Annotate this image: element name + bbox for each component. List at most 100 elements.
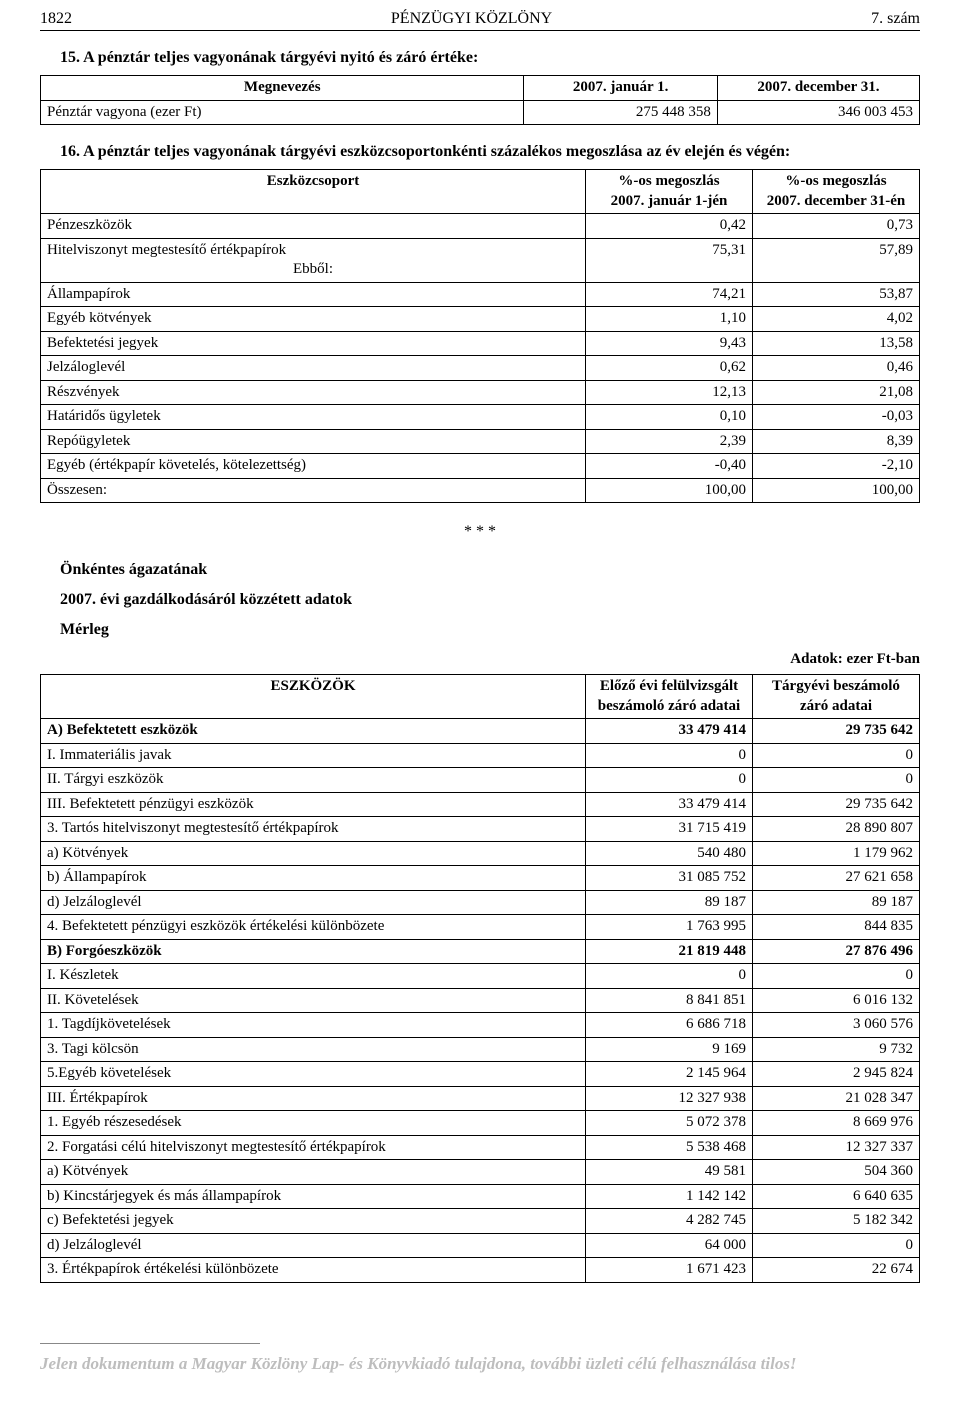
cell-value: 5 538 468 xyxy=(585,1135,752,1160)
table-row: Határidős ügyletek0,10-0,03 xyxy=(41,405,920,430)
footnote-separator xyxy=(40,1343,260,1344)
page-header: 1822 PÉNZÜGYI KÖZLÖNY 7. szám xyxy=(40,0,920,31)
cell-value: 504 360 xyxy=(752,1160,919,1185)
table-row: I. Készletek00 xyxy=(41,964,920,989)
cell-value: 844 835 xyxy=(752,915,919,940)
cell-value: 64 000 xyxy=(585,1233,752,1258)
section-16-title: 16. A pénztár teljes vagyonának tárgyévi… xyxy=(60,143,920,161)
table-row: 4. Befektetett pénzügyi eszközök értékel… xyxy=(41,915,920,940)
table-row: I. Immateriális javak00 xyxy=(41,743,920,768)
cell-label: 3. Értékpapírok értékelési különbözete xyxy=(41,1258,586,1283)
table-row: Pénzeszközök0,420,73 xyxy=(41,214,920,239)
cell-value: 0,46 xyxy=(752,356,919,381)
table-row: d) Jelzáloglevél89 18789 187 xyxy=(41,890,920,915)
cell-value: 12 327 938 xyxy=(585,1086,752,1111)
cell-value: 89 187 xyxy=(752,890,919,915)
table-merleg: ESZKÖZÖK Előző évi felülvizsgált beszámo… xyxy=(40,674,920,1283)
cell-value: 0,42 xyxy=(585,214,752,239)
cell-value: 0,62 xyxy=(585,356,752,381)
watermark-text: Jelen dokumentum a Magyar Közlöny Lap- é… xyxy=(40,1354,920,1374)
subhead-2007: 2007. évi gazdálkodásáról közzétett adat… xyxy=(60,591,920,609)
cell-value: 1,10 xyxy=(585,307,752,332)
cell-label: I. Készletek xyxy=(41,964,586,989)
cell-value: 1 763 995 xyxy=(585,915,752,940)
cell-value: 0 xyxy=(585,768,752,793)
cell-value: 9,43 xyxy=(585,331,752,356)
table-header-row: ESZKÖZÖK Előző évi felülvizsgált beszámo… xyxy=(41,675,920,719)
cell-label: Hitelviszonyt megtestesítő értékpapírokE… xyxy=(41,238,586,282)
cell-value: 0,10 xyxy=(585,405,752,430)
section-separator: * * * xyxy=(40,523,920,541)
cell-value: 9 732 xyxy=(752,1037,919,1062)
table-row: A) Befektetett eszközök33 479 41429 735 … xyxy=(41,719,920,744)
cell-value: 100,00 xyxy=(585,478,752,503)
cell-label: Állampapírok xyxy=(41,282,586,307)
table-row: a) Kötvények540 4801 179 962 xyxy=(41,841,920,866)
table-row: d) Jelzáloglevél64 0000 xyxy=(41,1233,920,1258)
cell-label: II. Tárgyi eszközök xyxy=(41,768,586,793)
table-row: 3. Tagi kölcsön9 1699 732 xyxy=(41,1037,920,1062)
table-row: Részvények12,1321,08 xyxy=(41,380,920,405)
col-jan1: 2007. január 1. xyxy=(524,76,717,101)
col-pct-jan: %-os megoszlás 2007. január 1-jén xyxy=(585,170,752,214)
cell-value: 0 xyxy=(585,964,752,989)
cell-value: 29 735 642 xyxy=(752,792,919,817)
cell-value: 1 179 962 xyxy=(752,841,919,866)
table-row: b) Állampapírok31 085 75227 621 658 xyxy=(41,866,920,891)
cell-label: I. Immateriális javak xyxy=(41,743,586,768)
cell-value: 74,21 xyxy=(585,282,752,307)
cell-label: Pénztár vagyona (ezer Ft) xyxy=(41,100,524,125)
cell-value: 0 xyxy=(585,743,752,768)
table-row: Jelzáloglevél0,620,46 xyxy=(41,356,920,381)
cell-value: 0 xyxy=(752,1233,919,1258)
cell-value: 0 xyxy=(752,743,919,768)
cell-value: -0,03 xyxy=(752,405,919,430)
cell-value: 27 621 658 xyxy=(752,866,919,891)
cell-label: Egyéb (értékpapír követelés, kötelezetts… xyxy=(41,454,586,479)
table-row: Repóügyletek2,398,39 xyxy=(41,429,920,454)
cell-value: 33 479 414 xyxy=(585,792,752,817)
col-pct-dec: %-os megoszlás 2007. december 31-én xyxy=(752,170,919,214)
cell-value: 5 072 378 xyxy=(585,1111,752,1136)
cell-label: Repóügyletek xyxy=(41,429,586,454)
table-row: 5.Egyéb követelések2 145 9642 945 824 xyxy=(41,1062,920,1087)
cell-label: b) Állampapírok xyxy=(41,866,586,891)
cell-label: a) Kötvények xyxy=(41,1160,586,1185)
table-row: 3. Értékpapírok értékelési különbözete1 … xyxy=(41,1258,920,1283)
cell-value: 21,08 xyxy=(752,380,919,405)
table-row: II. Követelések8 841 8516 016 132 xyxy=(41,988,920,1013)
col-elozo: Előző évi felülvizsgált beszámoló záró a… xyxy=(585,675,752,719)
cell-value: 540 480 xyxy=(585,841,752,866)
cell-value: 1 142 142 xyxy=(585,1184,752,1209)
table-row: 1. Tagdíjkövetelések6 686 7183 060 576 xyxy=(41,1013,920,1038)
cell-label: d) Jelzáloglevél xyxy=(41,1233,586,1258)
cell-value: 57,89 xyxy=(752,238,919,282)
cell-value: 3 060 576 xyxy=(752,1013,919,1038)
cell-value: 28 890 807 xyxy=(752,817,919,842)
cell-value: 2 945 824 xyxy=(752,1062,919,1087)
subhead-merleg: Mérleg xyxy=(60,621,920,639)
cell-value: 13,58 xyxy=(752,331,919,356)
cell-label: b) Kincstárjegyek és más állampapírok xyxy=(41,1184,586,1209)
subhead-onkentes: Önkéntes ágazatának xyxy=(60,561,920,579)
cell-value: 75,31 xyxy=(585,238,752,282)
cell-value: 2,39 xyxy=(585,429,752,454)
table-header-row: Megnevezés 2007. január 1. 2007. decembe… xyxy=(41,76,920,101)
table-row: Állampapírok74,2153,87 xyxy=(41,282,920,307)
cell-value: -0,40 xyxy=(585,454,752,479)
cell-value: 5 182 342 xyxy=(752,1209,919,1234)
table-row: III. Befektetett pénzügyi eszközök33 479… xyxy=(41,792,920,817)
cell-value: 12,13 xyxy=(585,380,752,405)
cell-value: 21 028 347 xyxy=(752,1086,919,1111)
cell-label: III. Értékpapírok xyxy=(41,1086,586,1111)
cell-label: 1. Egyéb részesedések xyxy=(41,1111,586,1136)
cell-value: 0,73 xyxy=(752,214,919,239)
table-row: Összesen:100,00100,00 xyxy=(41,478,920,503)
cell-value: 1 671 423 xyxy=(585,1258,752,1283)
page-number: 1822 xyxy=(40,10,72,28)
ebbol-label: Ebből: xyxy=(47,260,579,280)
cell-label: III. Befektetett pénzügyi eszközök xyxy=(41,792,586,817)
table-section-16: Eszközcsoport %-os megoszlás 2007. januá… xyxy=(40,169,920,503)
cell-label: B) Forgóeszközök xyxy=(41,939,586,964)
table-row: B) Forgóeszközök21 819 44827 876 496 xyxy=(41,939,920,964)
